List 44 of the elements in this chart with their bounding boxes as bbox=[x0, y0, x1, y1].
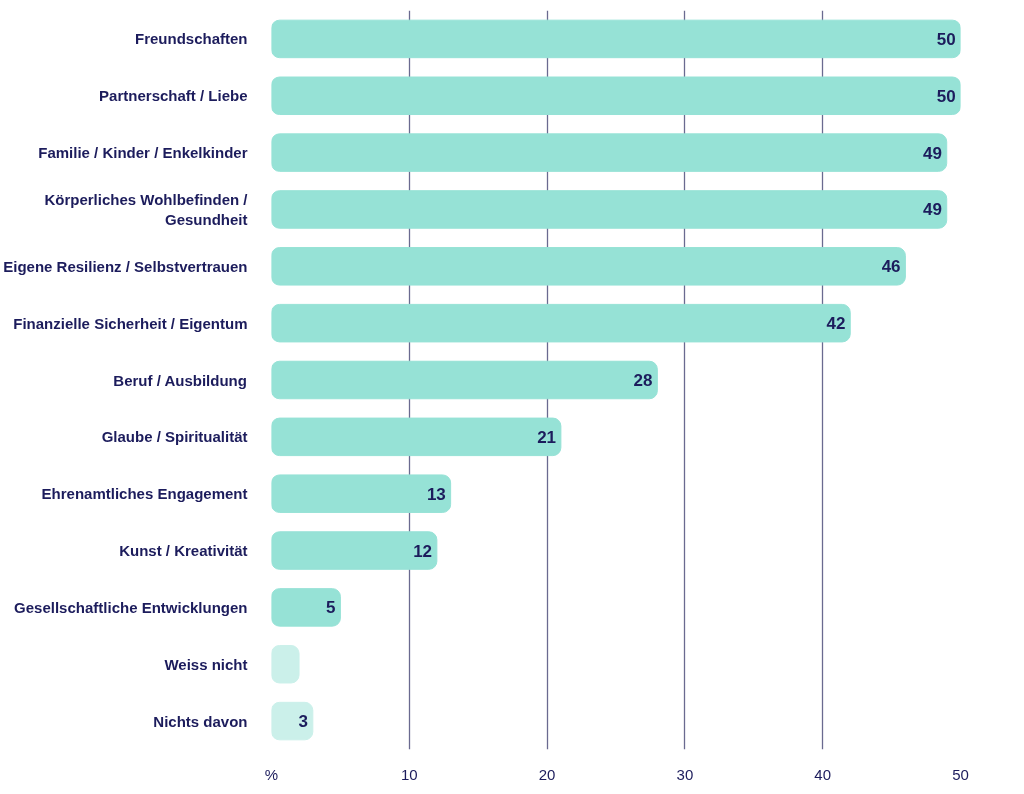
data-label: 50 bbox=[936, 29, 956, 49]
y-tick-label: Glaube / Spiritualität bbox=[101, 428, 248, 446]
data-label: 13 bbox=[426, 484, 446, 504]
y-tick-label: Partnerschaft / Liebe bbox=[99, 87, 248, 105]
bar bbox=[271, 247, 906, 286]
y-tick-label: Ehrenamtliches Engagement bbox=[41, 485, 248, 503]
data-label: 49 bbox=[922, 200, 942, 220]
bar bbox=[271, 588, 341, 627]
bar bbox=[271, 474, 452, 513]
y-tick-label: Beruf / Ausbildung bbox=[113, 371, 247, 389]
bar bbox=[271, 701, 314, 741]
bar bbox=[271, 190, 948, 229]
y-tick-label: Eigene Resilienz / Selbstvertrauen bbox=[3, 257, 248, 275]
data-label: 50 bbox=[936, 86, 956, 106]
data-label: 21 bbox=[537, 427, 557, 447]
y-tick-label: Kunst / Kreativität bbox=[119, 542, 248, 560]
bar bbox=[271, 417, 562, 457]
x-tick-label: 30 bbox=[676, 765, 694, 783]
bar bbox=[271, 644, 300, 684]
data-label: 49 bbox=[922, 143, 942, 163]
y-tick-label: Gesellschaftliche Entwicklungen bbox=[14, 598, 248, 616]
x-tick-label: 50 bbox=[952, 765, 969, 783]
y-tick-label: Freundschaften bbox=[134, 30, 248, 48]
bar bbox=[271, 76, 961, 116]
bar bbox=[271, 360, 658, 400]
data-label: 12 bbox=[413, 541, 433, 561]
x-tick-label: 10 bbox=[400, 765, 418, 783]
x-tick-label: 20 bbox=[538, 765, 556, 783]
data-label: 28 bbox=[633, 371, 653, 390]
x-tick-label: 40 bbox=[814, 765, 832, 783]
bar bbox=[271, 531, 438, 570]
data-label: 42 bbox=[826, 314, 846, 334]
y-tick-label: Nichts davon bbox=[153, 712, 248, 730]
bar bbox=[271, 303, 851, 343]
bar bbox=[271, 133, 948, 172]
data-label: 3 bbox=[298, 712, 309, 732]
bar bbox=[271, 19, 961, 59]
y-tick-label: Familie / Kinder / Enkelkinder bbox=[38, 144, 248, 162]
y-tick-label: Weiss nicht bbox=[164, 655, 248, 673]
data-label: 46 bbox=[881, 257, 901, 277]
y-tick-label: Körperliches Wohlbefinden / Gesundheit bbox=[44, 190, 249, 229]
x-tick-label: % bbox=[264, 765, 279, 783]
y-tick-label: Finanzielle Sicherheit / Eigentum bbox=[13, 314, 248, 332]
data-label: 5 bbox=[326, 598, 336, 618]
